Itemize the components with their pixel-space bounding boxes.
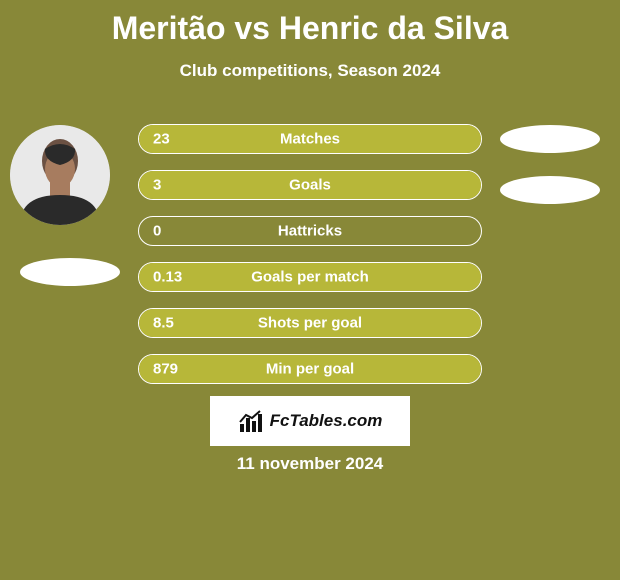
- stat-row-shots-per-goal: 8.5 Shots per goal: [138, 308, 482, 338]
- stat-label: Shots per goal: [139, 315, 481, 332]
- branding-text: FcTables.com: [270, 411, 383, 431]
- player-avatar-left: [10, 125, 110, 225]
- person-icon: [10, 125, 110, 225]
- subtitle: Club competitions, Season 2024: [0, 61, 620, 81]
- page-title: Meritão vs Henric da Silva: [0, 0, 620, 47]
- player-name-pill-left: [20, 258, 120, 286]
- stat-row-hattricks: 0 Hattricks: [138, 216, 482, 246]
- stat-row-matches: 23 Matches: [138, 124, 482, 154]
- stat-row-goals-per-match: 0.13 Goals per match: [138, 262, 482, 292]
- branding-box: FcTables.com: [210, 396, 410, 446]
- chart-icon: [238, 408, 264, 434]
- stat-label: Goals: [139, 177, 481, 194]
- player-pill-right-1: [500, 125, 600, 153]
- stat-row-min-per-goal: 879 Min per goal: [138, 354, 482, 384]
- stat-label: Min per goal: [139, 361, 481, 378]
- stat-label: Matches: [139, 131, 481, 148]
- player-pill-right-2: [500, 176, 600, 204]
- stats-container: 23 Matches 3 Goals 0 Hattricks 0.13 Goal…: [138, 124, 482, 400]
- stat-label: Goals per match: [139, 269, 481, 286]
- stat-label: Hattricks: [139, 223, 481, 240]
- date-label: 11 november 2024: [0, 454, 620, 474]
- stat-row-goals: 3 Goals: [138, 170, 482, 200]
